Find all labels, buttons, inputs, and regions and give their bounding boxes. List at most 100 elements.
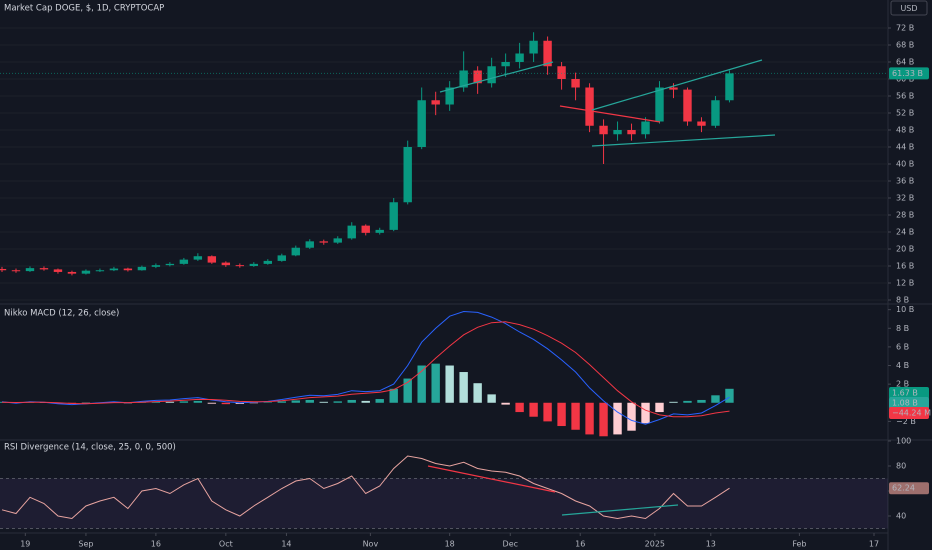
candle-body [0,268,7,271]
macd-title: Nikko MACD (12, 26, close) [4,309,119,319]
candle-body [641,121,650,135]
histogram-bar [669,401,678,403]
candle-body [543,40,552,67]
histogram-bar [683,400,692,403]
candle-body [725,73,734,101]
macd-last-label-box [889,387,929,399]
candle-body [599,125,608,135]
candle-body [473,70,482,84]
histogram-bar [165,401,175,403]
candle-body [95,270,105,272]
histogram-bar [347,399,356,403]
candle-body [25,268,35,272]
x-tick-label: Sep [78,540,93,549]
currency-button[interactable] [890,0,928,16]
candle-body [67,271,77,274]
histogram-bar [263,402,272,403]
axes: 72 B68 B64 B60 B56 B52 B48 B44 B40 B36 B… [20,24,931,549]
candle-body [333,238,342,243]
candle-body [697,121,706,126]
candle-body [585,87,594,126]
x-tick-label: Nov [363,540,379,549]
histogram-bar [277,401,286,403]
rsi-divergence-line [427,465,556,493]
histogram-bar [221,402,231,405]
histogram-bar [641,402,650,424]
histogram-bar [515,402,524,413]
y-tick-label: 100 [896,437,911,446]
macd-last-label: 1.08 B [892,399,918,408]
rsi-line [1,455,730,520]
macd-last-label-box [889,407,929,419]
y-tick-label: 8 B [896,296,909,305]
trendline [591,59,763,111]
histogram-bar [445,365,454,403]
histogram-bar [403,378,412,403]
candle-body [263,260,272,264]
candle-body [529,40,538,54]
trendline [591,134,776,147]
histogram-bar [305,399,314,403]
currency[interactable]: USD [900,4,917,13]
x-tick-label: Oct [219,540,233,549]
y-tick-label: 36 B [896,177,914,186]
y-tick-label: 4 B [896,361,909,370]
y-tick-label: 68 B [896,41,914,50]
candle-body [207,256,217,263]
histogram-bar [613,402,622,435]
y-tick-label: 72 B [896,24,914,33]
candle-body [627,130,636,135]
histogram-bar [333,401,342,403]
candle-body [417,100,426,147]
last-price-label: 61.33 B [892,69,923,78]
y-tick-label: 10 B [896,305,914,314]
candle-body [81,270,91,274]
y-tick-label: 40 [896,512,906,521]
histogram-bar [487,394,496,403]
candle-body [151,265,161,267]
candle-body [487,66,496,84]
candle-body [249,263,259,266]
y-tick-label: 32 B [896,194,914,203]
histogram-bar [697,399,706,403]
rsi-last-label-box [889,482,929,495]
rsi-last-label: 62.24 [892,484,915,493]
histogram-bar [501,402,510,405]
candle-body [711,100,720,126]
histogram-bar [529,402,538,417]
histogram-bar [389,388,398,403]
candle-body [39,268,49,270]
candle-body [305,241,314,248]
histogram-bar [599,402,608,437]
x-tick-label: 17 [869,540,879,549]
macd-line [1,321,730,418]
y-tick-label: 6 B [896,342,909,351]
macd-last-label: −44.24 M [892,409,931,418]
rsi-band [0,478,888,529]
rsi-title: RSI Divergence (14, close, 25, 0, 0, 500… [4,443,176,453]
histogram-bar [417,365,426,403]
candle-body [137,266,147,271]
y-tick-label: 40 B [896,160,914,169]
candle-body [277,255,286,261]
histogram-bar [291,400,300,403]
candle-body [501,62,510,67]
x-tick-label: 13 [706,540,716,549]
histogram-bar [543,402,552,422]
candle-body [221,262,231,266]
x-tick-label: 18 [445,540,455,549]
candle-body [431,100,440,105]
candle-body [389,202,398,230]
histogram-bar [361,400,370,403]
candle-body [571,79,580,88]
y-tick-label: 8 B [896,324,909,333]
candle-body [291,247,300,256]
y-tick-label: 44 B [896,143,914,152]
y-tick-label: 24 B [896,228,914,237]
rsi-divergence-line [561,504,679,516]
candle-body [53,269,63,272]
x-tick-label: 2025 [645,540,665,549]
candle-body [459,70,468,88]
y-tick-label: 12 B [896,279,914,288]
